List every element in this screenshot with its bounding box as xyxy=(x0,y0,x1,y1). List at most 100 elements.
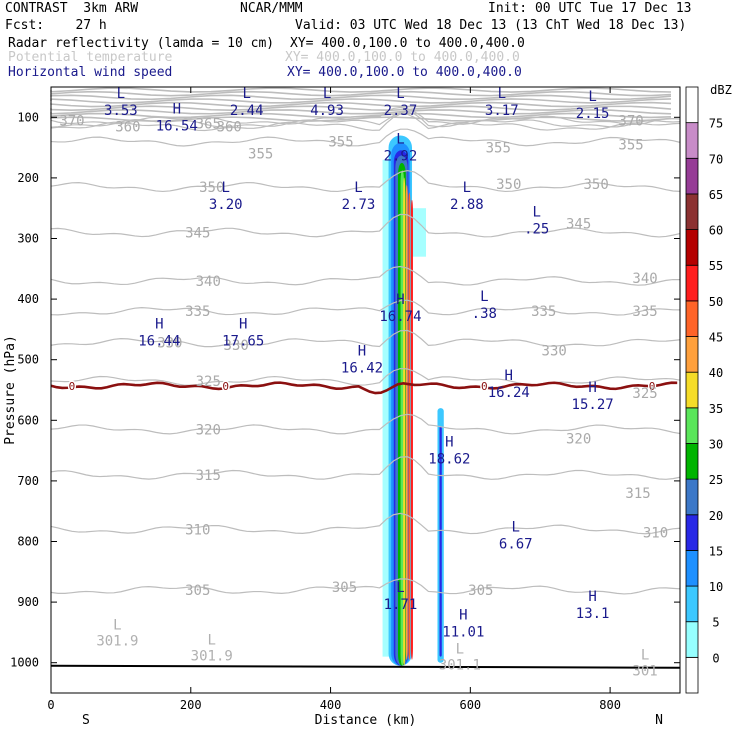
theta-label: 305 xyxy=(185,583,210,599)
colorbar-swatch xyxy=(685,550,699,587)
forecast-hour: Fcst: 27 h xyxy=(5,18,107,33)
wind-extremum-type: H xyxy=(588,380,596,396)
theta-line-325 xyxy=(50,367,681,386)
x-axis-title: Distance (km) xyxy=(315,713,417,728)
freezing-level-line xyxy=(50,381,678,395)
wind-extremum-type: L xyxy=(463,180,471,196)
colorbar-tick-label: 70 xyxy=(709,152,723,166)
colorbar-swatch xyxy=(685,656,699,694)
y-tick-label: 700 xyxy=(17,474,39,488)
plot-frame xyxy=(50,86,681,694)
wind-extremum-type: H xyxy=(445,435,453,451)
wind-extremum-value: 16.42 xyxy=(341,361,383,377)
field-theta-xy: XY= 400.0,100.0 to 400.0,400.0 xyxy=(285,50,520,65)
y-tick-label: 300 xyxy=(17,232,39,246)
theta-label: 330 xyxy=(542,344,567,360)
wind-extremum-value: 2.92 xyxy=(384,149,418,165)
wind-extremum-value: 1.71 xyxy=(384,597,418,613)
theta-label: 320 xyxy=(196,422,221,438)
freezing-level-label: 0 xyxy=(69,380,76,393)
wind-extremum-type: L xyxy=(222,180,230,196)
wind-extremum-type: L xyxy=(242,86,250,102)
colorbar-swatch xyxy=(685,443,699,480)
wind-extremum-value: 18.62 xyxy=(428,452,470,468)
theta-label: 325 xyxy=(196,374,221,390)
field-wind-label: Horizontal wind speed xyxy=(8,65,173,80)
theta-extremum-type: L xyxy=(113,617,121,633)
theta-line-340 xyxy=(50,265,681,286)
colorbar-swatch xyxy=(685,371,699,409)
theta-line-330 xyxy=(50,329,681,348)
theta-line-365 xyxy=(50,111,681,128)
wind-extremum-type: H xyxy=(358,344,366,360)
colorbar-swatch xyxy=(685,407,699,444)
field-theta-label: Potential temperature xyxy=(8,50,173,65)
colorbar-swatch xyxy=(685,122,699,159)
colorbar-tick-label: 65 xyxy=(709,188,723,202)
reflectivity-band xyxy=(405,185,408,660)
freezing-level: 0 0 0 0 xyxy=(50,378,678,395)
colorbar-tick-label: 25 xyxy=(709,473,723,487)
theta-label: 330 xyxy=(157,336,182,352)
theta-upper-line xyxy=(50,101,672,108)
theta-label: 360 xyxy=(217,119,242,135)
wind-extremum-value: 2.88 xyxy=(450,197,484,213)
theta-label: 345 xyxy=(185,225,210,241)
theta-label: 335 xyxy=(632,304,657,320)
wind-extremum-type: H xyxy=(459,607,467,623)
colorbar-swatch xyxy=(685,478,699,516)
wind-extremum-type: H xyxy=(239,316,247,332)
x-tick-label: 800 xyxy=(599,698,621,712)
wind-extremum-type: L xyxy=(498,86,506,102)
theta-upper-line xyxy=(50,109,672,115)
freezing-level-label: 0 xyxy=(222,380,229,393)
wind-extremum-type: H xyxy=(396,292,404,308)
theta-label: 330 xyxy=(224,338,249,354)
x-tick-label: 400 xyxy=(320,698,342,712)
theta-label: 315 xyxy=(625,486,650,502)
colorbar-swatch xyxy=(685,514,699,551)
y-tick-label: 100 xyxy=(17,110,39,124)
reflectivity-band xyxy=(410,199,413,660)
theta-extremum-value: 301 xyxy=(632,664,657,680)
wind-extremum-type: L xyxy=(588,89,596,105)
wind-extremum-value: 2.37 xyxy=(384,103,418,119)
wind-extremum-value: 17.65 xyxy=(222,333,264,349)
colorbar-tick-label: 45 xyxy=(709,331,723,345)
theta-line-350 xyxy=(50,169,681,193)
wind-extremum-value: 16.54 xyxy=(156,118,198,134)
wind-extremum-value: 3.20 xyxy=(209,197,243,213)
theta-label: 370 xyxy=(618,113,643,129)
theta-label: 315 xyxy=(196,468,221,484)
colorbar-swatch xyxy=(685,300,699,337)
wind-extremum-value: 2.15 xyxy=(576,106,610,122)
y-tick-label: 900 xyxy=(17,595,39,609)
wind-extremum-type: L xyxy=(323,86,331,102)
theta-label: 350 xyxy=(496,177,521,193)
theta-label: 305 xyxy=(332,580,357,596)
wind-extremum-type: L xyxy=(533,204,541,220)
wind-extremum-value: 13.1 xyxy=(576,606,610,622)
theta-label: 365 xyxy=(196,116,221,132)
wind-extremum-type: L xyxy=(117,86,125,102)
theta-line-315 xyxy=(50,456,681,480)
reflectivity-band xyxy=(403,177,406,666)
colorbar-tick-label: 0 xyxy=(712,651,719,665)
theta-extremum-type: L xyxy=(641,648,649,664)
field-reflectivity-xy: XY= 400.0,100.0 to 400.0,400.0 xyxy=(290,36,525,51)
plot-border xyxy=(50,86,681,694)
theta-extremum-type: L xyxy=(456,642,464,658)
theta-label: 335 xyxy=(185,304,210,320)
colorbar-tick-label: 30 xyxy=(709,437,723,451)
field-wind-xy: XY= 400.0,100.0 to 400.0,400.0 xyxy=(287,65,522,80)
secondary-cell-core xyxy=(439,426,442,657)
colorbar-unit: dBZ xyxy=(710,83,732,97)
theta-label: 370 xyxy=(59,113,84,129)
y-tick-label: 500 xyxy=(17,353,39,367)
wind-extremum-type: L xyxy=(396,580,404,596)
wind-extremum-value: 4.93 xyxy=(310,103,344,119)
axes: 100 200 300 400 500 600 700 800 900 1000 0 200 400 60… xyxy=(3,87,680,728)
colorbar-swatch xyxy=(685,157,699,195)
